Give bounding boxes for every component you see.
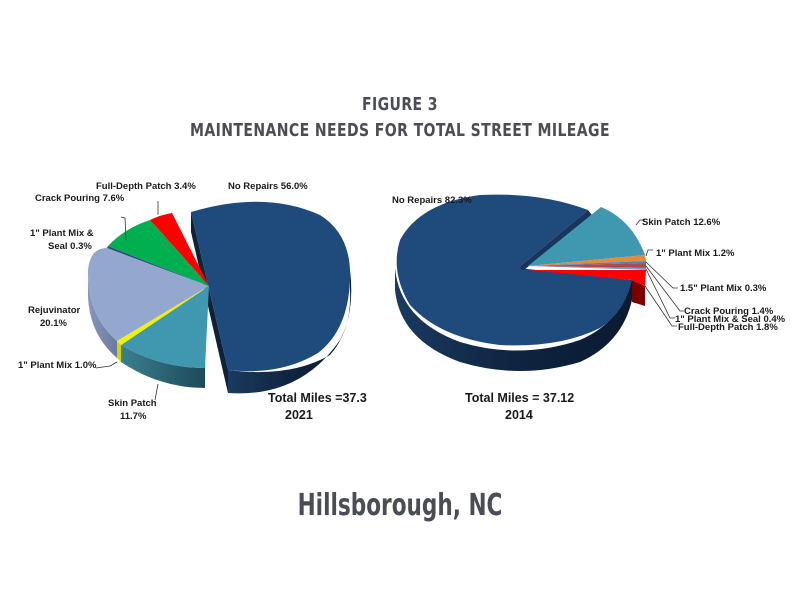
label-2021-pms-line1: 1" Plant Mix & [30, 228, 94, 239]
slice-2014-skin-patch [528, 207, 645, 266]
slice-2021-skin-patch-side [121, 345, 205, 388]
slice-2014-no-repairs-side [395, 268, 632, 371]
slice-2021-rejuvinator [87, 248, 209, 341]
slice-2021-no-repairs [191, 201, 351, 372]
label-2021-rejuv-line2: 20.1% [40, 318, 67, 329]
slice-2014-no-repairs [396, 194, 632, 346]
slice-2014-full-depth-patch [528, 270, 646, 286]
label-2021-skin-line1: Skin Patch [108, 398, 157, 409]
label-2021-no-repairs: No Repairs 56.0% [228, 181, 308, 192]
slice-2021-crack-pouring [108, 220, 209, 286]
slice-2014-no-repairs-inner [518, 210, 592, 270]
label-2014-full-depth: Full-Depth Patch 1.8% [678, 322, 778, 333]
slice-2014-full-depth-side [632, 280, 645, 306]
label-2021-pms-line2: Seal 0.3% [48, 241, 92, 252]
label-2014-plant-mix-seal: 1" Plant Mix & Seal 0.4% [675, 314, 786, 325]
year-2014: 2014 [505, 408, 533, 422]
slice-2021-full-depth-patch [150, 213, 209, 286]
total-miles-2014: Total Miles = 37.12 [465, 391, 574, 405]
label-2014-crack-pouring: Crack Pouring 1.4% [684, 306, 774, 317]
pie-2021: No Repairs 56.0% Full-Depth Patch 3.4% C… [18, 181, 367, 422]
label-2014-no-repairs: No Repairs 82.3% [392, 195, 472, 206]
slice-2014-plant-mix-seal [528, 266, 646, 270]
slice-2014-crack-pouring [528, 263, 646, 268]
label-2021-crack-pouring: Crack Pouring 7.6% [35, 193, 125, 204]
figure-title: FIGURE 3 [362, 94, 438, 115]
pie-2014: No Repairs 82.3% Skin Patch 12.6% 1" Pla… [392, 194, 786, 422]
label-2021-skin-line2: 11.7% [120, 411, 147, 422]
total-miles-2021: Total Miles =37.3 [268, 391, 367, 405]
figure-subtitle: MAINTENANCE NEEDS FOR TOTAL STREET MILEA… [190, 120, 610, 141]
slice-2021-plant-mix-side [117, 341, 121, 362]
slice-2021-plant-mix-seal [107, 246, 209, 286]
slice-2021-rejuvinator-side [87, 270, 117, 358]
label-2021-plant-mix: 1" Plant Mix 1.0% [18, 360, 97, 371]
slice-2021-no-repairs-edge [191, 212, 228, 393]
label-2014-plant-mix: 1" Plant Mix 1.2% [656, 248, 735, 259]
slice-2021-skin-patch [121, 286, 209, 368]
year-2021: 2021 [285, 408, 313, 422]
slice-2014-plant-mix [528, 255, 646, 266]
slice-2021-plant-mix [117, 286, 209, 345]
slice-2014-plant-mix-15 [528, 261, 646, 266]
label-2021-full-depth: Full-Depth Patch 3.4% [96, 181, 196, 192]
location-footer: Hillsborough, NC [297, 488, 503, 523]
slice-2021-no-repairs-side [228, 270, 352, 394]
label-2014-plant-mix-15: 1.5" Plant Mix 0.3% [680, 283, 767, 294]
label-2014-skin-patch: Skin Patch 12.6% [642, 217, 721, 228]
label-2021-rejuv-line1: Rejuvinator [28, 305, 81, 316]
